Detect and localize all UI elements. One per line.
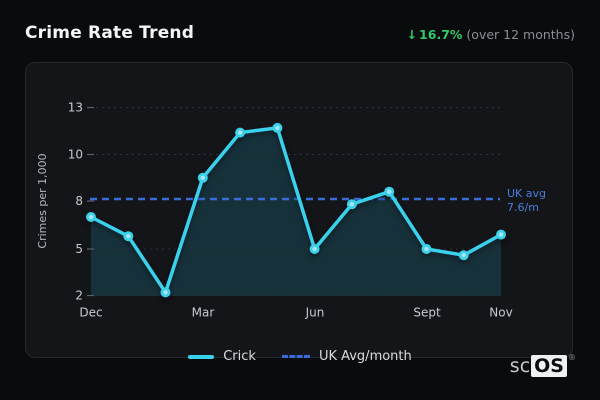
y-axis-title: Crimes per 1,000 — [36, 153, 49, 248]
y-tick-label: 5 — [75, 242, 83, 256]
crick-series — [86, 122, 506, 298]
data-point-center — [387, 189, 392, 194]
x-tick-label: Nov — [489, 306, 512, 320]
trend-period: (over 12 months) — [466, 27, 575, 42]
y-tick-label: 8 — [75, 194, 83, 208]
page-title: Crime Rate Trend — [25, 23, 195, 43]
data-point-center — [126, 234, 131, 239]
x-tick-label: Dec — [79, 306, 102, 320]
legend-item-crick[interactable]: Crick — [188, 349, 256, 364]
x-tick-label: Mar — [192, 306, 215, 320]
series-area-fill — [91, 127, 501, 297]
x-tick-label: Jun — [305, 306, 325, 320]
registered-mark-icon: ® — [568, 353, 576, 362]
y-tick-label: 2 — [75, 289, 83, 303]
solid-line-swatch-icon — [188, 354, 215, 359]
uk-avg-label-line1: UK avg — [507, 187, 546, 200]
data-point-center — [88, 214, 94, 220]
legend-label-uk-avg: UK Avg/month — [318, 349, 412, 364]
y-tick-label: 10 — [68, 148, 83, 162]
trend-value: 16.7% — [419, 27, 463, 42]
x-tick-label: Sept — [413, 306, 441, 320]
data-point-center — [349, 202, 355, 207]
trend-down-icon: ↓ — [406, 27, 418, 42]
data-point-center — [498, 232, 504, 237]
data-point-center — [163, 290, 168, 295]
data-point-center — [312, 246, 317, 252]
series-line — [89, 126, 503, 295]
data-point-center — [237, 130, 243, 135]
uk-avg-label-line2: 7.6/m — [507, 201, 539, 214]
logo-prefix: sc — [509, 355, 531, 377]
data-point-center — [424, 246, 429, 252]
data-point-center — [461, 253, 466, 258]
dashed-line-swatch-icon — [281, 355, 310, 358]
data-point-center — [200, 175, 205, 180]
logo-os-badge: OS — [531, 355, 567, 377]
trend-stat: ↓ 16.7% (over 12 months) — [407, 27, 575, 42]
chart-legend: Crick UK Avg/month — [0, 349, 600, 364]
y-tick-label: 13 — [68, 101, 83, 115]
legend-label-crick: Crick — [223, 349, 256, 364]
data-point-center — [275, 125, 280, 131]
legend-item-uk-avg[interactable]: UK Avg/month — [281, 349, 412, 364]
scos-logo: sc OS ® — [509, 353, 576, 377]
